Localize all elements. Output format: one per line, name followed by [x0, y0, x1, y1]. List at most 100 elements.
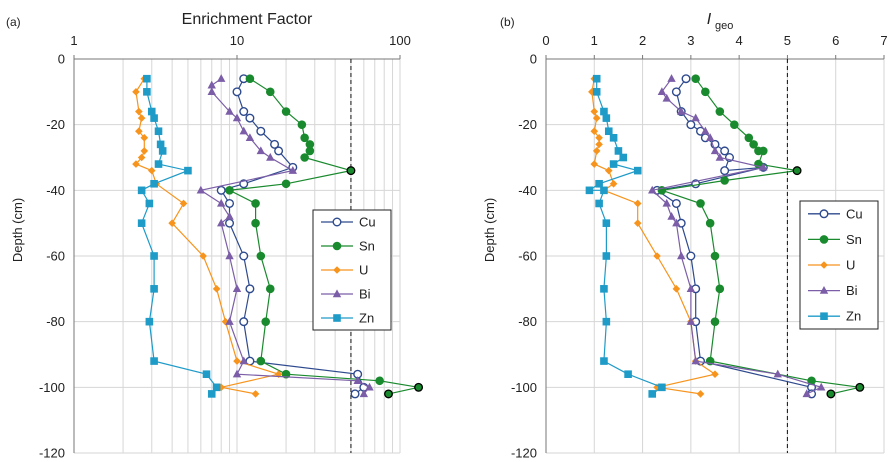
x-tick-label: 3	[687, 33, 694, 48]
data-point-cu	[239, 317, 249, 327]
data-point-bi	[802, 389, 811, 398]
x-tick-label: 10	[230, 33, 244, 48]
legend-marker	[333, 314, 341, 322]
chart-panel-a: 1 10 100 0 -20 -40 -60 -80 -100 -120 Enrichment Fa…	[6, 11, 424, 461]
data-point-bi	[225, 317, 234, 325]
data-point-sn	[256, 356, 266, 366]
data-point-bi	[207, 87, 216, 96]
legend-label: U	[846, 258, 855, 273]
series-zn	[585, 74, 666, 398]
series-line-u	[591, 78, 717, 395]
data-point-sn	[744, 133, 754, 143]
data-point-zn	[154, 160, 163, 168]
y-axis-title: Depth (cm)	[482, 198, 497, 262]
data-point-cu	[270, 139, 280, 149]
data-point-bi	[672, 218, 681, 227]
data-point-zn	[633, 166, 642, 175]
data-point-u	[653, 252, 661, 260]
data-point-bi	[232, 113, 242, 122]
legend-marker	[819, 235, 829, 244]
x-tick-label: 6	[832, 33, 839, 48]
data-point-sn	[710, 317, 720, 326]
data-point-zn	[150, 252, 158, 260]
data-point-bi	[662, 93, 671, 102]
data-point-zn	[145, 317, 154, 326]
data-point-zn	[658, 383, 666, 392]
data-point-u	[633, 199, 642, 208]
data-point-bi	[266, 152, 275, 161]
data-point-zn	[600, 285, 608, 293]
y-tick-label: -60	[46, 249, 65, 264]
data-point-zn	[212, 383, 221, 392]
data-point-bi	[217, 218, 226, 227]
data-point-zn	[137, 186, 146, 195]
data-point-cu	[256, 126, 266, 136]
x-tick-label: 100	[389, 33, 411, 48]
legend-item-u: U	[808, 258, 855, 273]
data-point-cu	[239, 251, 249, 261]
legend-label: Sn	[359, 239, 375, 254]
data-point-bi	[691, 356, 700, 365]
data-point-bi	[365, 382, 374, 391]
legend: Cu Sn U Bi Zn	[799, 200, 879, 330]
panel-label: (b)	[500, 15, 515, 29]
data-point-bi	[256, 146, 266, 155]
data-point-u	[711, 370, 719, 378]
data-point-u	[595, 134, 603, 142]
data-point-bi	[667, 212, 676, 220]
data-point-zn	[614, 147, 623, 155]
data-point-bi	[245, 133, 255, 141]
data-point-zn	[184, 166, 192, 175]
data-point-sn	[715, 107, 725, 116]
data-point-zn	[602, 219, 611, 227]
data-point-zn	[150, 179, 158, 188]
data-point-sn	[701, 87, 710, 97]
data-point-zn	[150, 114, 158, 122]
legend-marker	[332, 289, 342, 298]
legend-label: Zn	[359, 311, 374, 326]
data-point-bi	[648, 185, 657, 194]
x-tick-label: 5	[784, 33, 791, 48]
y-axis-title: Depth (cm)	[10, 198, 25, 262]
data-point-sn	[225, 186, 234, 195]
data-point-zn	[592, 88, 601, 96]
data-point-cu	[686, 251, 696, 261]
data-point-bi	[667, 74, 676, 82]
data-point-bi	[217, 74, 226, 82]
data-point-zn	[143, 88, 151, 96]
highlighted-point-sn	[826, 389, 836, 399]
data-point-zn	[624, 370, 632, 378]
data-point-cu	[239, 107, 249, 117]
data-point-sn	[758, 146, 768, 156]
data-point-cu	[720, 166, 730, 176]
data-point-u	[137, 114, 146, 122]
data-point-zn	[602, 252, 611, 260]
data-point-u	[590, 127, 599, 136]
series-line-bi	[199, 78, 371, 395]
data-point-cu	[225, 198, 235, 208]
data-point-u	[199, 252, 207, 260]
legend-item-cu: Cu	[808, 206, 863, 221]
data-point-zn	[600, 357, 608, 365]
data-point-sn	[710, 251, 720, 261]
legend-marker	[820, 261, 828, 269]
data-point-cu	[686, 120, 696, 130]
data-point-sn	[300, 133, 309, 143]
data-point-sn	[297, 120, 307, 129]
highlighted-point-sn	[384, 389, 393, 399]
data-point-u	[221, 317, 230, 326]
data-point-bi	[677, 106, 686, 115]
data-point-u	[609, 179, 618, 188]
data-point-zn	[154, 127, 163, 136]
highlighted-point-sn	[414, 382, 424, 392]
data-point-cu	[216, 185, 226, 195]
data-point-bi	[701, 126, 710, 135]
legend-item-bi: Bi	[321, 287, 371, 302]
y-tick-label: -100	[511, 380, 537, 395]
x-axis-title-subscript: geo	[715, 20, 733, 32]
data-point-sn	[696, 199, 705, 208]
data-point-bi	[196, 185, 206, 194]
legend-label: Bi	[359, 287, 371, 302]
data-point-bi	[225, 251, 234, 260]
